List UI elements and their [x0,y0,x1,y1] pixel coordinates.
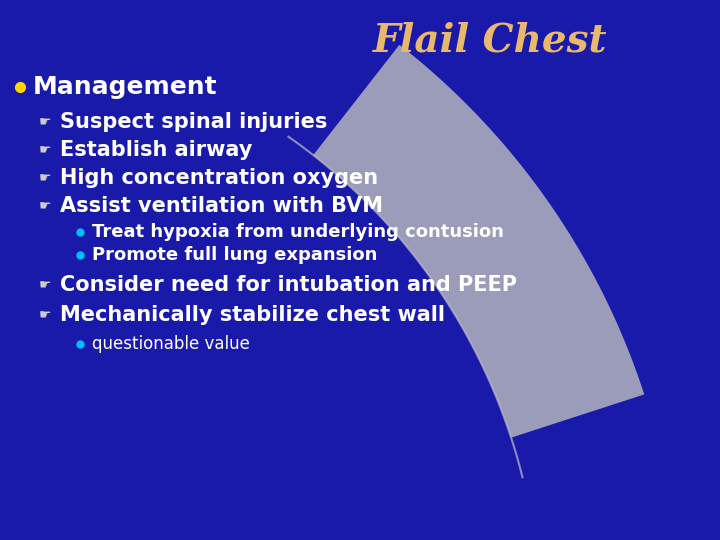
Text: Treat hypoxia from underlying contusion: Treat hypoxia from underlying contusion [92,223,504,241]
Text: Assist ventilation with BVM: Assist ventilation with BVM [60,196,383,216]
Text: Establish airway: Establish airway [60,140,253,160]
Text: Management: Management [33,75,217,99]
Text: Flail Chest: Flail Chest [373,21,607,59]
Text: ☛: ☛ [39,199,51,213]
Text: ☛: ☛ [39,308,51,322]
Text: High concentration oxygen: High concentration oxygen [60,168,378,188]
Text: questionable value: questionable value [92,335,250,353]
Text: ☛: ☛ [39,171,51,185]
Text: ☛: ☛ [39,143,51,157]
Text: ☛: ☛ [39,115,51,129]
Text: Promote full lung expansion: Promote full lung expansion [92,246,377,264]
Text: Suspect spinal injuries: Suspect spinal injuries [60,112,328,132]
Polygon shape [313,45,644,438]
Text: Mechanically stabilize chest wall: Mechanically stabilize chest wall [60,305,445,325]
Text: ☛: ☛ [39,278,51,292]
Text: Consider need for intubation and PEEP: Consider need for intubation and PEEP [60,275,517,295]
